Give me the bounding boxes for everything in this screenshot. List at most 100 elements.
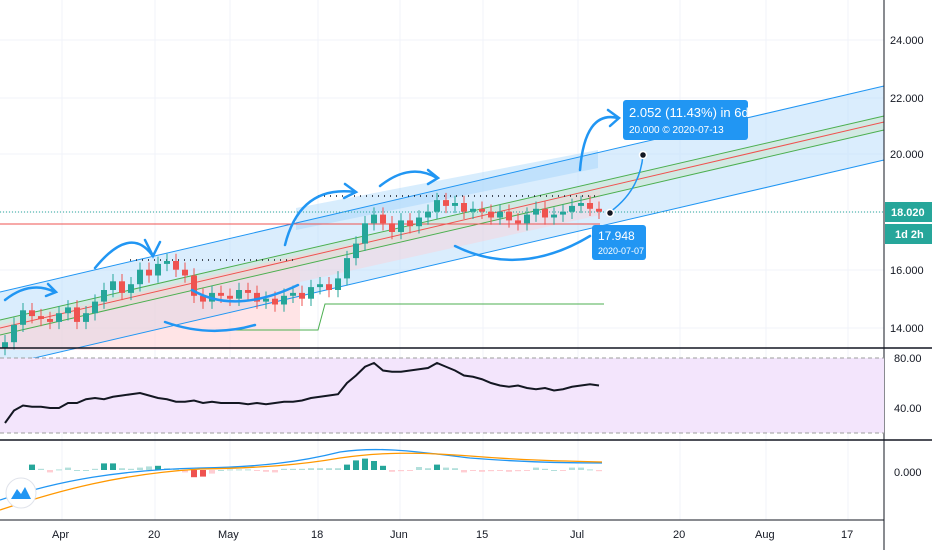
candle-body[interactable] xyxy=(497,211,503,218)
projection-point[interactable] xyxy=(638,150,648,160)
candle-body[interactable] xyxy=(200,295,206,302)
candle-body[interactable] xyxy=(551,214,557,218)
macd-bar xyxy=(155,465,161,470)
candle-body[interactable] xyxy=(506,211,512,221)
candle-body[interactable] xyxy=(587,203,593,209)
candle-body[interactable] xyxy=(335,278,341,290)
macd-bar xyxy=(452,468,458,470)
candle-body[interactable] xyxy=(155,263,161,276)
macd-line[interactable] xyxy=(0,448,603,501)
candle-body[interactable] xyxy=(407,220,413,227)
candle-body[interactable] xyxy=(326,284,332,290)
drawn-arrows[interactable] xyxy=(3,108,621,333)
candle-body[interactable] xyxy=(443,200,449,206)
candle-body[interactable] xyxy=(47,319,53,322)
macd-panel[interactable] xyxy=(0,448,603,511)
candle-body[interactable] xyxy=(20,310,26,325)
candlestick-series[interactable] xyxy=(2,192,602,356)
macd-bar xyxy=(353,460,359,470)
candle-body[interactable] xyxy=(569,205,575,212)
macd-bar xyxy=(362,458,368,470)
price-label[interactable]: 17.948 2020-07-07 xyxy=(592,225,646,260)
candle-body[interactable] xyxy=(146,269,152,276)
candle-body[interactable] xyxy=(2,342,8,348)
candle-body[interactable] xyxy=(227,295,233,299)
support-step-line[interactable] xyxy=(216,303,604,331)
candle-body[interactable] xyxy=(128,284,134,293)
candle-body[interactable] xyxy=(245,290,251,293)
candle-body[interactable] xyxy=(65,307,71,314)
price-axis[interactable]: 24.000 22.000 20.000 16.000 14.000 18.02… xyxy=(885,35,932,479)
macd-bar xyxy=(92,468,98,470)
projection-curve[interactable] xyxy=(609,154,644,213)
macd-tick-0: 0.000 xyxy=(894,467,922,479)
candle-body[interactable] xyxy=(416,217,422,227)
candle-body[interactable] xyxy=(479,208,485,212)
candle-body[interactable] xyxy=(515,220,521,224)
candle-body[interactable] xyxy=(452,203,458,206)
candle-body[interactable] xyxy=(119,281,125,293)
candle-body[interactable] xyxy=(542,208,548,218)
candle-body[interactable] xyxy=(191,275,197,296)
candle-body[interactable] xyxy=(461,203,467,212)
candle-body[interactable] xyxy=(533,208,539,215)
candle-body[interactable] xyxy=(38,316,44,319)
candle-body[interactable] xyxy=(398,220,404,232)
macd-bar xyxy=(398,470,404,472)
time-axis[interactable]: Apr 20 May 18 Jun 15 Jul 20 Aug 17 xyxy=(52,529,853,541)
candle-body[interactable] xyxy=(380,214,386,224)
candle-body[interactable] xyxy=(101,290,107,302)
candle-body[interactable] xyxy=(353,243,359,259)
regression-channel[interactable] xyxy=(0,85,885,367)
candle-body[interactable] xyxy=(83,313,89,322)
candle-body[interactable] xyxy=(371,214,377,224)
projection-label[interactable]: 2.052 (11.43%) in 6d 20.000 © 2020-07-13 xyxy=(623,100,749,140)
tradingview-logo[interactable] xyxy=(5,477,37,509)
candle-body[interactable] xyxy=(578,203,584,206)
candle-body[interactable] xyxy=(596,208,602,212)
candle-body[interactable] xyxy=(74,307,80,322)
macd-bar xyxy=(596,470,602,472)
candle-body[interactable] xyxy=(389,223,395,232)
candle-body[interactable] xyxy=(281,295,287,305)
y-tick-16: 16.000 xyxy=(890,265,924,277)
candle-body[interactable] xyxy=(425,211,431,218)
candle-body[interactable] xyxy=(110,281,116,290)
rsi-panel[interactable] xyxy=(0,357,884,434)
macd-bar xyxy=(128,468,134,470)
candle-body[interactable] xyxy=(470,208,476,212)
candle-body[interactable] xyxy=(236,290,242,299)
candle-body[interactable] xyxy=(524,214,530,224)
candle-body[interactable] xyxy=(488,211,494,218)
macd-bar xyxy=(308,468,314,470)
macd-bar xyxy=(218,470,224,471)
candle-body[interactable] xyxy=(362,223,368,244)
candle-body[interactable] xyxy=(560,211,566,215)
candle-body[interactable] xyxy=(308,287,314,299)
candle-body[interactable] xyxy=(164,261,170,264)
candle-body[interactable] xyxy=(29,310,35,317)
macd-bar xyxy=(83,470,89,471)
candle-body[interactable] xyxy=(263,298,269,302)
candle-body[interactable] xyxy=(56,313,62,322)
rsi-line[interactable] xyxy=(4,361,600,424)
rsi-tick-80: 80.00 xyxy=(894,353,922,365)
candle-body[interactable] xyxy=(344,258,350,279)
candle-body[interactable] xyxy=(299,292,305,299)
candle-body[interactable] xyxy=(92,301,98,314)
candle-body[interactable] xyxy=(272,298,278,305)
candle-body[interactable] xyxy=(254,292,260,302)
candle-body[interactable] xyxy=(182,269,188,276)
price-point[interactable] xyxy=(605,208,615,218)
price-label-sub: 2020-07-07 xyxy=(598,246,644,256)
candle-body[interactable] xyxy=(317,284,323,288)
signal-line[interactable] xyxy=(0,452,603,511)
candle-body[interactable] xyxy=(137,269,143,285)
candle-body[interactable] xyxy=(11,324,17,343)
candle-body[interactable] xyxy=(290,292,296,296)
candle-body[interactable] xyxy=(218,292,224,296)
candle-body[interactable] xyxy=(434,200,440,212)
macd-bar xyxy=(47,470,53,473)
candle-body[interactable] xyxy=(173,261,179,270)
